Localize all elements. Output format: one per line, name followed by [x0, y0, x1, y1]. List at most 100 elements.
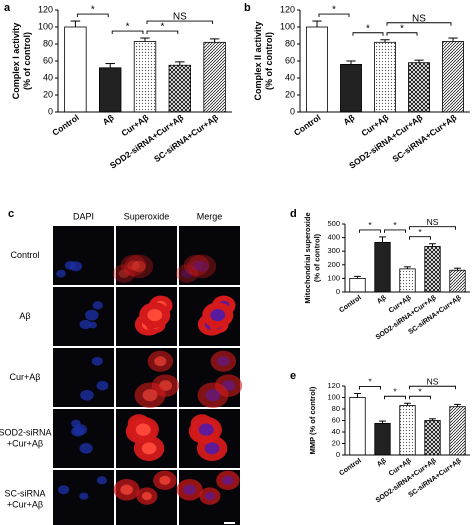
y-axis-label: Complex I activity: [11, 23, 21, 100]
cell-core: [118, 269, 130, 278]
y-tick-label: 0: [336, 450, 340, 459]
column-header: Superoxide: [124, 211, 170, 221]
x-tick-label: Control: [292, 112, 322, 138]
micrograph: [116, 226, 177, 285]
y-tick-label: 40: [285, 72, 295, 82]
cell-core: [120, 484, 133, 495]
x-tick-label: SC-siRNA+Cur+Aβ: [390, 112, 458, 164]
row-label: SOD2-siRNA: [0, 427, 52, 437]
bar: [399, 405, 416, 456]
significance-label: *: [332, 5, 336, 16]
y-axis-label: Mitochondrial superoxide: [303, 212, 312, 303]
nucleus: [91, 356, 103, 366]
y-tick-label: 120: [280, 4, 295, 14]
y-tick-label: 80: [285, 38, 295, 48]
nucleus: [57, 485, 70, 495]
y-tick-label: 500: [327, 219, 340, 228]
significance-label: *: [366, 23, 370, 34]
y-tick-label: 0: [48, 106, 53, 116]
cell-core: [183, 484, 196, 495]
bar: [64, 26, 87, 113]
y-axis-label: MMP (% of control): [308, 386, 317, 454]
significance-bracket: [318, 13, 350, 18]
cell-core: [141, 492, 152, 501]
y-axis-label: (% of control): [313, 233, 322, 282]
y-tick-label: 40: [43, 72, 53, 82]
y-tick-label: 100: [280, 21, 295, 31]
cell-core: [204, 442, 220, 455]
y-tick-label: 20: [332, 438, 340, 447]
significance-bracket: [359, 229, 381, 233]
column-header: Merge: [197, 211, 223, 221]
nucleus: [69, 261, 83, 272]
y-tick-label: 400: [327, 233, 340, 242]
panel-label: a: [4, 2, 11, 14]
x-tick-label: Aβ: [101, 112, 116, 127]
bar: [99, 67, 122, 113]
y-tick-label: 80: [43, 38, 53, 48]
significance-label: NS: [412, 13, 426, 24]
column-header: DAPI: [73, 211, 94, 221]
bar: [442, 41, 464, 113]
significance-label: *: [418, 387, 422, 397]
nucleus: [85, 309, 99, 321]
significance-bracket: [146, 30, 179, 35]
significance-bracket: [359, 386, 381, 390]
y-tick-label: 60: [285, 55, 295, 65]
significance-bracket: [409, 226, 456, 230]
bar: [340, 64, 362, 113]
nucleus: [79, 492, 89, 500]
y-tick-label: 60: [332, 415, 340, 424]
cell-body: [120, 254, 147, 276]
y-tick-label: 120: [327, 381, 340, 390]
significance-bracket: [352, 32, 384, 36]
significance-bracket: [386, 22, 452, 26]
bar: [203, 41, 226, 113]
significance-label: *: [126, 22, 130, 33]
micrograph: [53, 409, 114, 468]
cell-core: [194, 260, 209, 272]
x-tick-label: Control: [338, 294, 362, 314]
bar: [374, 241, 391, 293]
significance-bracket: [409, 395, 431, 400]
y-axis-label: (% of control): [22, 32, 32, 90]
significance-label: *: [368, 220, 372, 230]
panel-label: d: [290, 208, 297, 220]
cell-core: [135, 423, 151, 436]
panel-label: b: [244, 2, 251, 14]
nucleus: [96, 380, 109, 391]
significance-label: NS: [427, 377, 439, 387]
significance-label: *: [393, 220, 397, 230]
cell-core: [127, 260, 140, 271]
y-tick-label: 100: [327, 273, 340, 282]
significance-bracket: [409, 236, 431, 240]
bar: [374, 41, 396, 113]
nucleus: [79, 443, 93, 454]
nucleus: [80, 389, 94, 401]
significance-label: *: [91, 5, 95, 16]
panel-label: e: [290, 370, 296, 382]
y-tick-label: 80: [332, 404, 340, 413]
bar: [133, 41, 157, 113]
cell-core: [142, 389, 158, 402]
bar: [374, 422, 391, 456]
bar: [168, 64, 191, 113]
x-tick-label: SC-siRNA+Cur+Aβ: [152, 112, 220, 164]
cell-body: [175, 264, 199, 283]
cell-core: [154, 356, 167, 367]
y-tick-label: 40: [332, 427, 340, 436]
row-label: Control: [10, 250, 39, 260]
y-tick-label: 300: [327, 246, 340, 255]
bar: [399, 268, 416, 293]
cell-body: [183, 254, 210, 276]
row-label: +Cur+Aβ: [7, 438, 43, 448]
cell-core: [198, 423, 214, 436]
bar: [449, 269, 466, 293]
cell-core: [147, 309, 163, 322]
significance-label: NS: [173, 12, 187, 23]
cell-core: [204, 492, 215, 501]
cell-core: [159, 475, 171, 485]
significance-bracket: [384, 395, 406, 400]
cell-core: [222, 475, 234, 485]
